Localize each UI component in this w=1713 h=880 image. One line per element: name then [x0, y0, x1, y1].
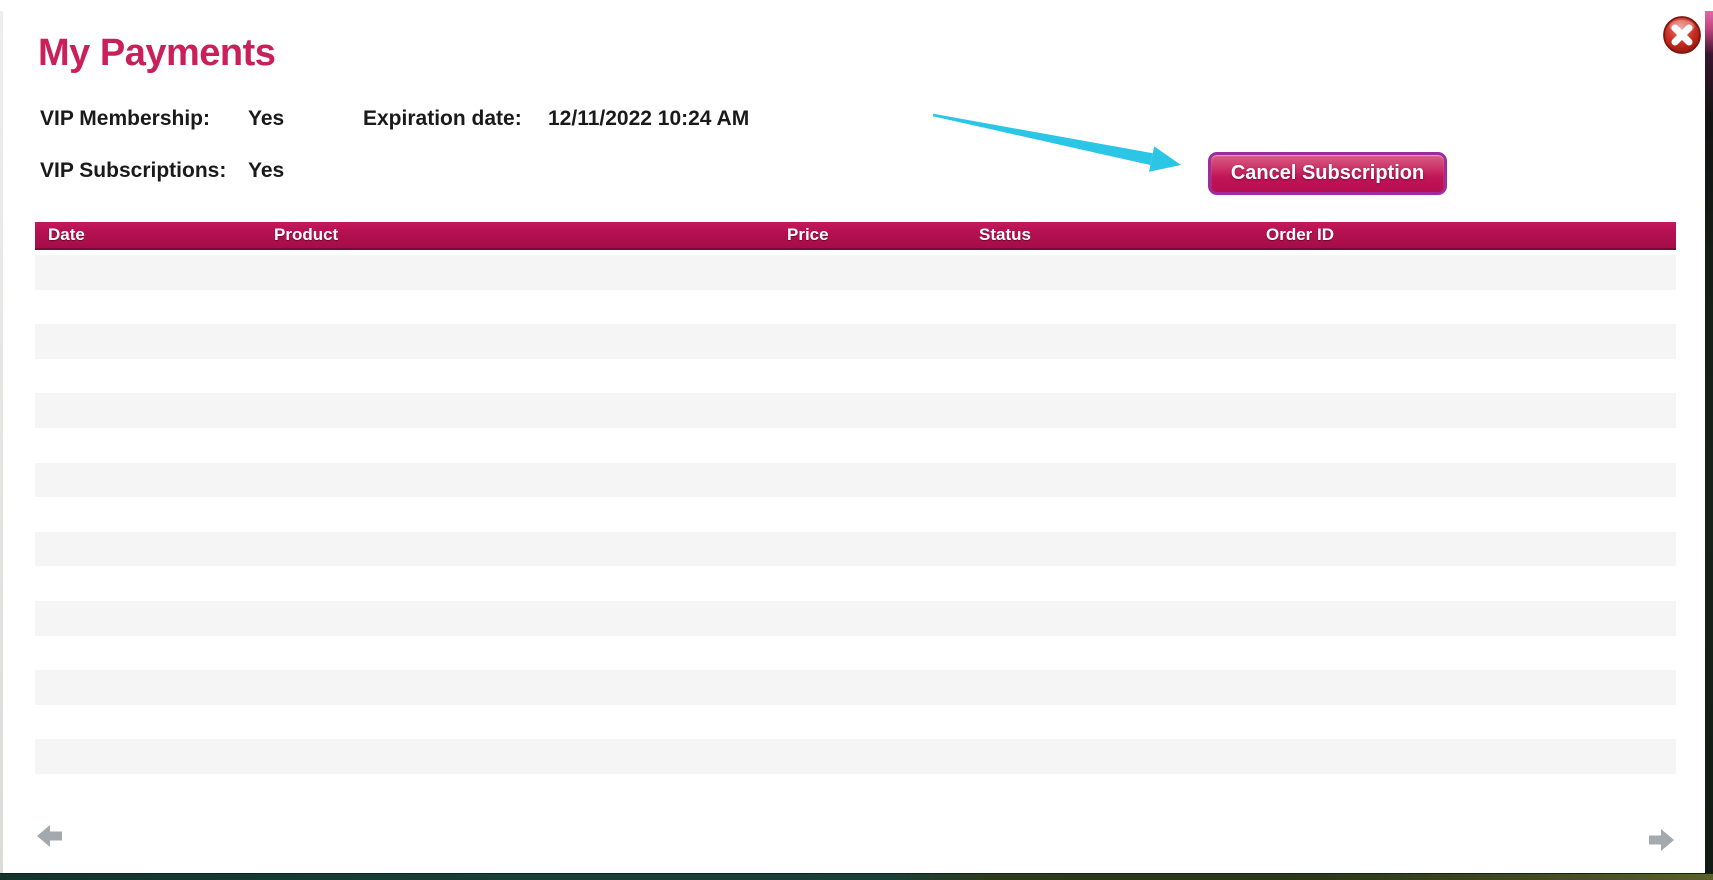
- table-row: [35, 704, 1676, 740]
- table-row: [35, 427, 1676, 463]
- table-row: [35, 566, 1676, 601]
- table-row: [35, 670, 1676, 705]
- table-row: [35, 358, 1676, 394]
- table-row: [35, 462, 1676, 498]
- expiration-date-value: 12/11/2022 10:24 AM: [548, 107, 750, 130]
- cancel-subscription-button[interactable]: Cancel Subscription: [1208, 152, 1447, 195]
- table-row: [35, 600, 1676, 636]
- table-row: [35, 531, 1676, 567]
- background-strip-top: [0, 0, 1713, 11]
- vip-subscriptions-label: VIP Subscriptions:: [40, 159, 227, 182]
- table-row: [35, 497, 1676, 532]
- close-button[interactable]: [1662, 15, 1702, 55]
- background-strip-right: [1705, 11, 1713, 873]
- table-row: [35, 255, 1676, 290]
- vip-subscriptions-value: Yes: [248, 159, 285, 182]
- table-row: [35, 324, 1676, 359]
- table-header: Date Product Price Status Order ID: [35, 222, 1676, 250]
- table-row: [35, 739, 1676, 774]
- column-header-status: Status: [979, 225, 1031, 244]
- vip-membership-value: Yes: [248, 107, 285, 130]
- arrow-left-icon: [36, 825, 62, 853]
- table-body: [35, 255, 1676, 774]
- table-row: [35, 635, 1676, 671]
- arrow-right-icon: [1648, 829, 1674, 857]
- column-header-price: Price: [787, 225, 829, 244]
- expiration-date-label: Expiration date:: [363, 107, 522, 130]
- background-strip-left: [0, 11, 3, 873]
- background-strip-bottom: [0, 873, 1713, 880]
- close-icon: [1662, 16, 1702, 58]
- next-page-button[interactable]: [1647, 827, 1675, 855]
- column-header-date: Date: [48, 225, 85, 244]
- previous-page-button[interactable]: [35, 823, 63, 851]
- payments-dialog: My Payments VIP Membership: Yes: [3, 11, 1705, 873]
- membership-row: VIP Membership: Yes Expiration date: 12/…: [3, 108, 1705, 130]
- page-title: My Payments: [38, 32, 276, 74]
- table-row: [35, 289, 1676, 325]
- column-header-order-id: Order ID: [1266, 225, 1335, 244]
- column-header-product: Product: [274, 225, 339, 244]
- vip-membership-label: VIP Membership:: [40, 107, 210, 130]
- subscriptions-row: VIP Subscriptions: Yes: [3, 160, 1705, 182]
- table-row: [35, 393, 1676, 428]
